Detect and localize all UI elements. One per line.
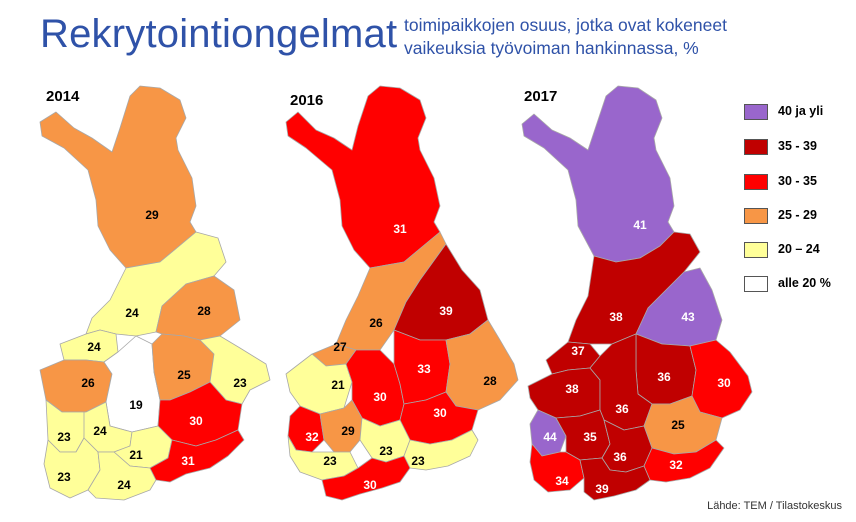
region-label-paijat-hame: 21 <box>129 448 143 462</box>
region-label-etela-pohjanmaa: 26 <box>81 376 95 390</box>
legend-swatch <box>744 139 768 155</box>
legend-swatch <box>744 242 768 258</box>
region-label-etela-savo: 30 <box>433 406 447 420</box>
subtitle-line-1: toimipaikkojen osuus, jotka ovat kokenee… <box>404 15 727 35</box>
legend-swatch <box>744 276 768 292</box>
map-year-2014: 2014 <box>46 88 80 105</box>
region-pohjois-karjala <box>689 339 753 419</box>
region-label-satakunta: 44 <box>543 430 557 444</box>
legend-label: 20 – 24 <box>778 242 820 256</box>
region-label-varsinais-suomi: 34 <box>555 474 569 488</box>
legend-swatch <box>744 174 768 190</box>
region-label-kainuu: 43 <box>681 310 695 324</box>
region-label-pohjois-pohjanmaa: 38 <box>609 310 623 324</box>
region-label-pohjois-karjala: 28 <box>483 374 497 388</box>
region-label-keski-pohjanmaa: 27 <box>333 340 347 354</box>
region-label-pohjois-karjala: 30 <box>717 376 731 390</box>
region-label-pohjanmaa: 21 <box>331 378 345 392</box>
region-label-pohjois-savo: 25 <box>177 368 191 382</box>
legend-swatch <box>744 104 768 120</box>
region-label-pohjois-pohjanmaa: 24 <box>125 306 139 320</box>
region-label-keski-suomi: 36 <box>615 402 629 416</box>
region-label-keski-suomi: 30 <box>373 390 387 404</box>
region-label-pohjois-savo: 33 <box>417 362 431 376</box>
region-pohjois-karjala <box>445 319 519 411</box>
legend-label: 35 - 39 <box>778 139 817 153</box>
legend-label: alle 20 % <box>778 276 831 290</box>
region-kymenlaakso <box>403 429 479 471</box>
legend-label: 30 - 35 <box>778 174 817 188</box>
region-label-keski-pohjanmaa: 37 <box>571 344 585 358</box>
region-label-uusimaa: 24 <box>117 478 131 492</box>
subtitle: toimipaikkojen osuus, jotka ovat kokenee… <box>404 14 727 60</box>
region-label-pohjois-pohjanmaa: 26 <box>369 316 383 330</box>
region-label-satakunta: 32 <box>305 430 319 444</box>
region-label-keski-pohjanmaa: 24 <box>87 340 101 354</box>
region-lappi <box>285 85 441 269</box>
region-label-pirkanmaa: 24 <box>93 424 107 438</box>
region-label-kanta-hame: 23 <box>379 444 393 458</box>
region-label-etela-savo: 30 <box>189 414 203 428</box>
region-label-uusimaa: 39 <box>595 482 609 496</box>
legend-swatch <box>744 208 768 224</box>
region-uusimaa <box>321 455 411 501</box>
region-label-varsinais-suomi: 23 <box>57 470 71 484</box>
map-2016: 31 26 39 27 21 30 33 28 30 32 29 23 23 23 30 <box>285 85 519 501</box>
legend-label: 25 - 29 <box>778 208 817 222</box>
region-lappi <box>39 85 197 269</box>
region-lappi <box>521 85 675 263</box>
region-label-kymenlaakso: 23 <box>411 454 425 468</box>
region-label-etela-savo: 25 <box>671 418 685 432</box>
region-label-kainuu: 39 <box>439 304 453 318</box>
region-label-kymenlaakso: 32 <box>669 458 683 472</box>
region-label-pirkanmaa: 29 <box>341 424 355 438</box>
source-credit: Lähde: TEM / Tilastokeskus <box>707 500 842 512</box>
page-title: Rekrytointiongelmat <box>40 12 398 56</box>
region-label-kainuu: 28 <box>197 304 211 318</box>
region-uusimaa <box>579 457 651 501</box>
map-2014: 29 24 28 24 26 19 25 23 30 23 24 21 23 24 31 <box>39 85 271 501</box>
subtitle-line-2: vaikeuksia työvoiman hankinnassa, % <box>404 38 699 58</box>
region-kymenlaakso <box>643 439 725 483</box>
region-label-satakunta: 23 <box>57 430 71 444</box>
region-label-lappi: 31 <box>393 222 407 236</box>
region-label-keski-suomi: 19 <box>129 398 143 412</box>
region-label-uusimaa: 30 <box>363 478 377 492</box>
region-label-etela-pohjanmaa: 38 <box>565 382 579 396</box>
map-2017: 41 38 43 37 38 36 30 36 44 35 25 36 32 34 39 <box>521 85 753 501</box>
region-label-lappi: 41 <box>633 218 647 232</box>
region-kymenlaakso <box>149 429 245 483</box>
region-label-pohjois-karjala: 23 <box>233 376 247 390</box>
region-label-kymenlaakso: 31 <box>181 454 195 468</box>
region-label-pirkanmaa: 35 <box>583 430 597 444</box>
region-label-paijat-hame: 36 <box>613 450 627 464</box>
region-pohjois-karjala <box>199 335 271 405</box>
region-label-lappi: 29 <box>145 208 159 222</box>
legend-label: 40 ja yli <box>778 104 824 118</box>
map-year-2016: 2016 <box>290 92 324 109</box>
region-pohjanmaa <box>285 353 353 415</box>
map-year-2017: 2017 <box>524 88 558 105</box>
region-label-pohjois-savo: 36 <box>657 370 671 384</box>
region-label-varsinais-suomi: 23 <box>323 454 337 468</box>
